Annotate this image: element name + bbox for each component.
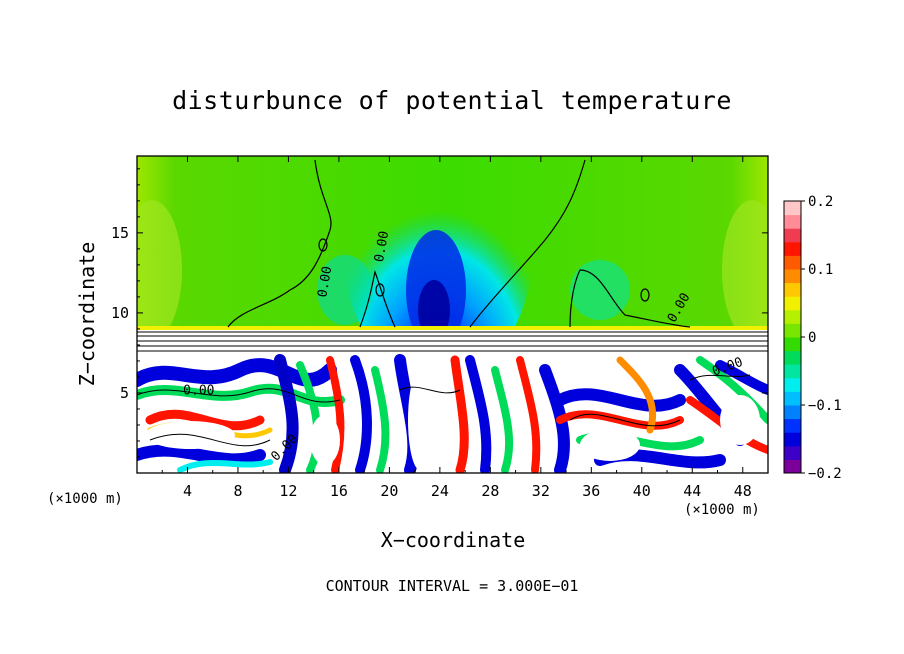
y-tick-label: 5 [120, 384, 129, 402]
x-tick-label: 32 [532, 482, 550, 500]
colorbar-swatch [784, 269, 801, 284]
colorbar-swatch [784, 391, 801, 406]
colorbar-swatch [784, 405, 801, 420]
colorbar-swatch [784, 255, 801, 270]
x-unit-label-right: (×1000 m) [684, 502, 760, 518]
colorbar-tick-label: −0.2 [808, 466, 842, 482]
x-axis-label: X−coordinate [380, 528, 526, 552]
colorbar-swatch [784, 201, 801, 216]
colorbar-swatch [784, 377, 801, 392]
colorbar-tick-label: −0.1 [808, 398, 842, 414]
left-warm-region [137, 200, 182, 340]
colorbar-swatch [784, 418, 801, 433]
colorbar-swatch [784, 337, 801, 352]
cool-patch-left [317, 255, 373, 325]
colorbar-swatch [784, 214, 801, 229]
contour-label: 0.00 [183, 384, 214, 399]
colorbar-tick-label: 0.2 [808, 194, 833, 210]
colorbar-swatch [784, 282, 801, 297]
colorbar-tick-label: 0.1 [808, 262, 833, 278]
colorbar: −0.2 −0.1 0 0.1 0.2 [783, 194, 842, 482]
colorbar-swatch [784, 296, 801, 311]
lower-contours [137, 374, 751, 447]
x-tick-label: 20 [380, 482, 398, 500]
x-tick-label: 36 [582, 482, 600, 500]
x-tick-label: 24 [431, 482, 449, 500]
colorbar-tick-label: 0 [808, 330, 816, 346]
x-tick-label: 48 [734, 482, 752, 500]
y-axis-label: Z−coordinate [75, 241, 99, 387]
colorbar-swatch [784, 432, 801, 447]
zero-contours [227, 159, 691, 328]
colorbar-swatch [784, 228, 801, 243]
cool-patch-right [570, 260, 630, 320]
y-tick-label: 15 [111, 224, 129, 242]
colorbar-swatch [784, 459, 801, 474]
inversion-contours [137, 331, 768, 352]
x-tick-label: 4 [183, 482, 192, 500]
x-tick-label: 44 [683, 482, 701, 500]
contour-label: 0.00 [315, 265, 335, 298]
contour-label: 0.00 [372, 230, 392, 263]
x-axis-ticks: 4 8 12 16 20 24 28 32 36 40 44 48 [161, 156, 752, 500]
colorbar-swatch [784, 323, 801, 338]
right-warm-region [722, 200, 768, 340]
colorbar-swatch [784, 445, 801, 460]
x-tick-label: 12 [279, 482, 297, 500]
contour-interval-note: CONTOUR INTERVAL = 3.000E−01 [325, 577, 579, 595]
plot-frame [136, 155, 769, 474]
colorbar-swatch [784, 350, 801, 365]
chart-title: disturbunce of potential temperature [172, 86, 732, 115]
x-tick-label: 16 [330, 482, 348, 500]
x-tick-label: 40 [633, 482, 651, 500]
y-axis-ticks: 5 10 15 [111, 168, 768, 458]
colorbar-swatch [784, 364, 801, 379]
x-tick-label: 8 [233, 482, 242, 500]
y-tick-label: 10 [111, 304, 129, 322]
colorbar-swatch [784, 309, 801, 324]
x-unit-label-left: (×1000 m) [47, 491, 123, 507]
x-tick-label: 28 [481, 482, 499, 500]
plume-center [418, 280, 450, 340]
heatmap-field [137, 156, 768, 473]
colorbar-swatch [784, 241, 801, 256]
